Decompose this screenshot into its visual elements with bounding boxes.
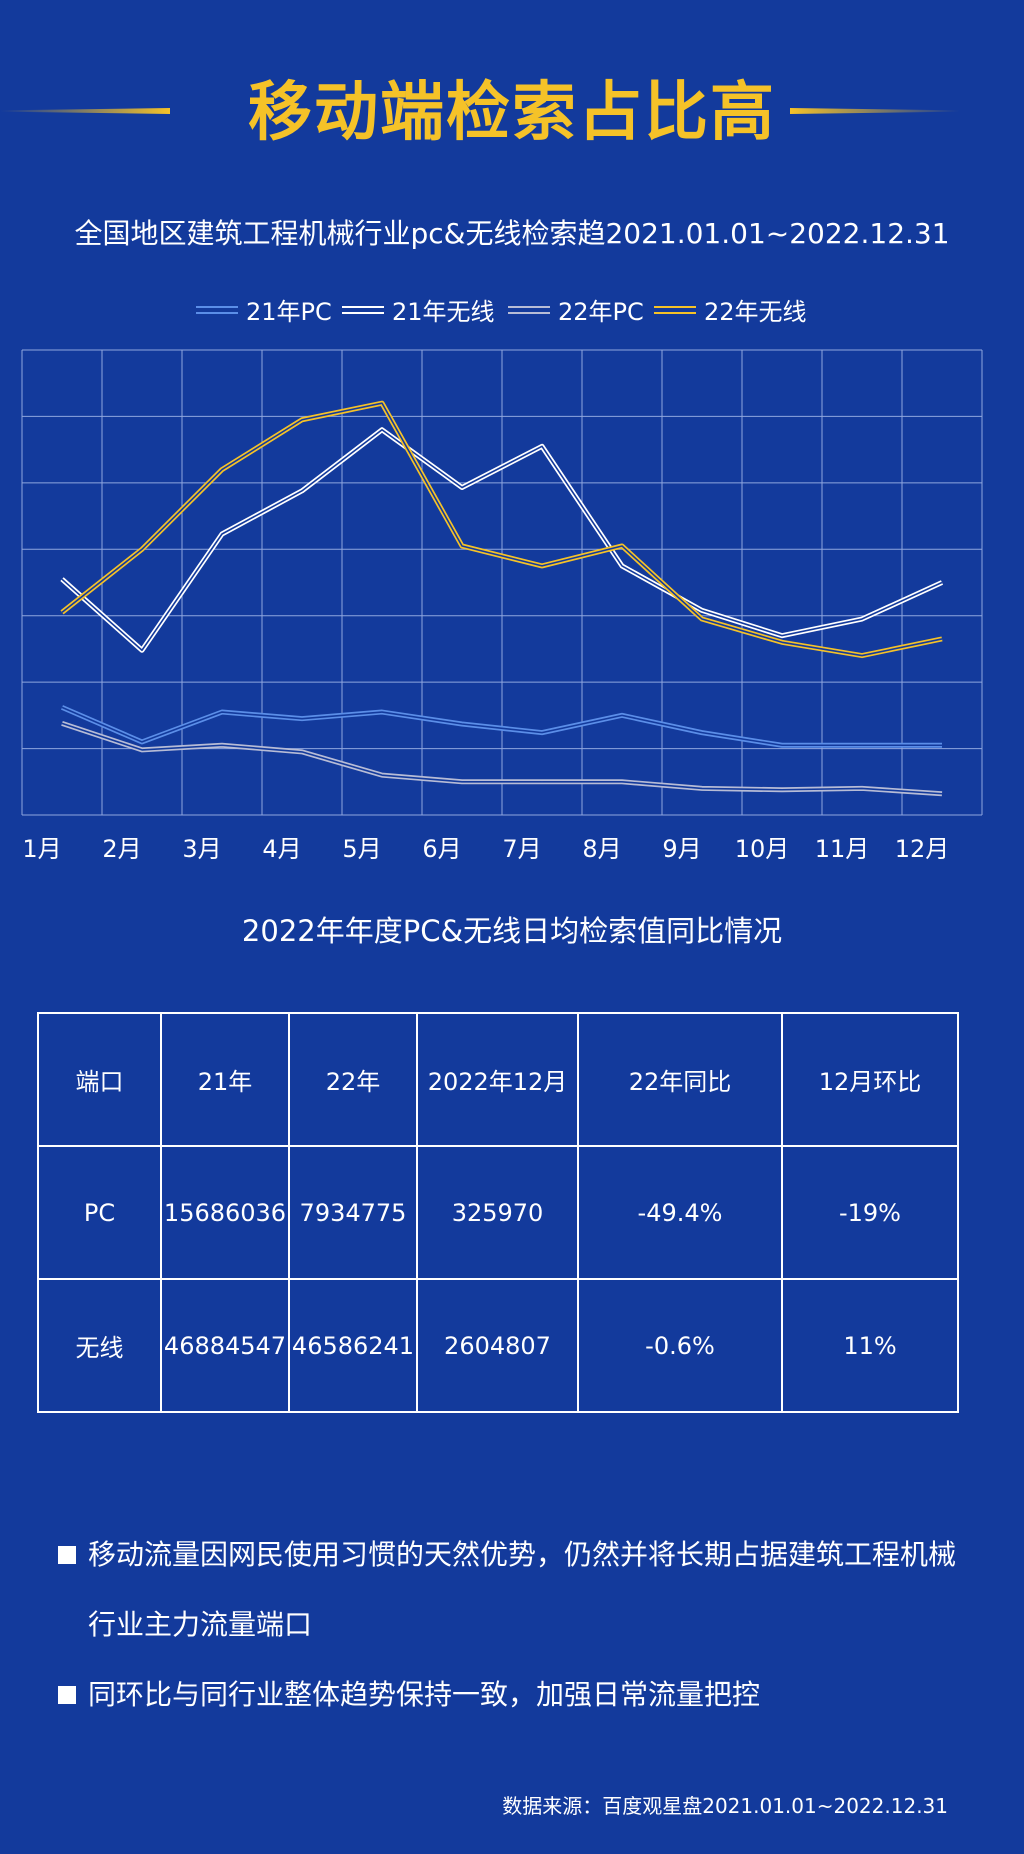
table-row: PC 15686036 7934775 325970 -49.4% -19% [37,1145,959,1280]
legend-swatch-21-pc [196,305,238,314]
legend-item-22-pc: 22年PC [508,292,644,327]
series-line-inner-1 [61,706,942,747]
table-header-cell: 21年 [160,1012,290,1147]
table-cell: -49.4% [577,1145,783,1280]
legend-label-21-pc: 21年PC [246,298,332,326]
series-line-inner-3 [61,722,943,795]
table-cell: 46884547 [160,1278,290,1413]
chart-legend: 21年PC 21年无线 22年PC 22年无线 [0,292,1024,326]
page-title: 移动端检索占比高 [248,76,776,150]
table-cell: 2604807 [416,1278,579,1413]
x-tick-label: 11月 [815,835,870,863]
table-cell: 7934775 [288,1145,418,1280]
table-cell: 15686036 [160,1145,290,1280]
bullet-square-icon [58,1546,76,1564]
line-chart: 1月 2月 3月 4月 5月 6月 7月 8月 9月 10月 11月 12月 [21,349,983,863]
x-tick-label: 3月 [182,835,221,863]
bullet-item: 同环比与同行业整体趋势保持一致，加强日常流量把控 [58,1660,958,1730]
legend-swatch-22-pc [508,305,550,314]
legend-label-22-pc: 22年PC [558,298,644,326]
title-decoration-right [790,108,960,114]
series-line-inner-4 [61,402,943,657]
table-cell: 11% [781,1278,959,1413]
x-tick-label: 4月 [262,835,301,863]
legend-label-22-wireless: 22年无线 [704,298,807,326]
yoy-table: 端口 21年 22年 2022年12月 22年同比 12月环比 PC 15686… [37,1012,959,1413]
table-title: 2022年年度PC&无线日均检索值同比情况 [241,914,783,948]
data-source: 数据来源：百度观星盘2021.01.01~2022.12.31 [502,1794,948,1818]
table-cell: PC [37,1145,162,1280]
x-tick-label: 1月 [22,835,61,863]
table-cell: 无线 [37,1278,162,1413]
table-header-row: 端口 21年 22年 2022年12月 22年同比 12月环比 [37,1012,959,1147]
bullet-text: 同环比与同行业整体趋势保持一致，加强日常流量把控 [88,1678,761,1711]
legend-item-22-wireless: 22年无线 [654,292,807,327]
legend-item-21-wireless: 21年无线 [342,292,495,327]
table-header-cell: 22年 [288,1012,418,1147]
x-tick-label: 6月 [422,835,461,863]
x-tick-label: 10月 [735,835,790,863]
table-header-cell: 端口 [37,1012,162,1147]
summary-bullets: 移动流量因网民使用习惯的天然优势，仍然并将长期占据建筑工程机械行业主力流量端口 … [58,1520,958,1730]
chart-title: 全国地区建筑工程机械行业pc&无线检索趋2021.01.01~2022.12.3… [74,217,950,250]
table-header-cell: 2022年12月 [416,1012,579,1147]
table-row: 无线 46884547 46586241 2604807 -0.6% 11% [37,1278,959,1413]
x-tick-label: 5月 [342,835,381,863]
legend-swatch-21-wireless [342,305,384,314]
x-tick-label: 7月 [502,835,541,863]
series-line-inner-2 [61,428,943,652]
x-tick-label: 12月 [895,835,950,863]
legend-label-21-wireless: 21年无线 [392,298,495,326]
table-cell: 325970 [416,1145,579,1280]
title-decoration-left [0,108,170,114]
bullet-item: 移动流量因网民使用习惯的天然优势，仍然并将长期占据建筑工程机械行业主力流量端口 [58,1520,958,1660]
table-header-cell: 22年同比 [577,1012,783,1147]
table-cell: -19% [781,1145,959,1280]
x-tick-label: 8月 [582,835,621,863]
x-tick-label: 2月 [102,835,141,863]
x-tick-label: 9月 [662,835,701,863]
table-header-cell: 12月环比 [781,1012,959,1147]
bullet-square-icon [58,1686,76,1704]
legend-swatch-22-wireless [654,305,696,314]
table-cell: -0.6% [577,1278,783,1413]
bullet-text: 移动流量因网民使用习惯的天然优势，仍然并将长期占据建筑工程机械行业主力流量端口 [88,1538,957,1641]
legend-item-21-pc: 21年PC [196,292,332,327]
table-cell: 46586241 [288,1278,418,1413]
